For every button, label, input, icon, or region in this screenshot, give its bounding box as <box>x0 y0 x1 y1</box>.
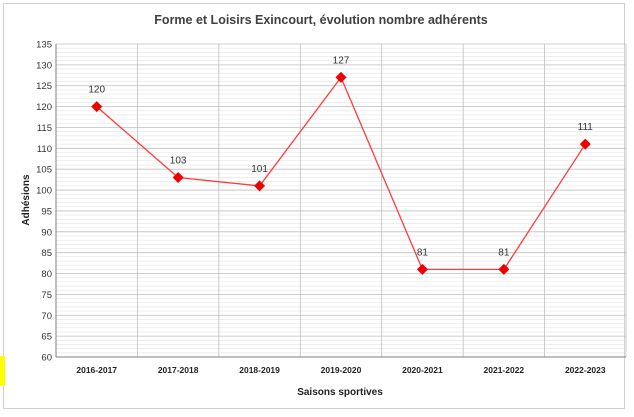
data-point-marker <box>172 172 184 184</box>
y-tick-label: 70 <box>41 311 52 322</box>
y-tick-label: 90 <box>41 227 52 238</box>
x-tick-label: 2022-2023 <box>565 365 606 375</box>
y-tick-label: 130 <box>36 60 52 71</box>
data-labels: 120 103 101 127 81 81 111 <box>88 55 593 258</box>
series-group <box>91 71 591 275</box>
y-tick-label: 105 <box>36 165 52 176</box>
data-label: 81 <box>417 247 429 258</box>
y-tick-label: 115 <box>37 123 52 134</box>
y-axis-title: Adhésions <box>21 174 32 226</box>
y-tick-label: 110 <box>37 144 52 155</box>
data-label: 120 <box>88 85 105 96</box>
x-tick-label: 2020-2021 <box>402 365 443 375</box>
x-tick-label: 2018-2019 <box>239 365 280 375</box>
x-tick-label: 2016-2017 <box>76 365 117 375</box>
data-point-marker <box>416 263 428 275</box>
data-point-marker <box>498 263 510 275</box>
x-tick-label: 2021-2022 <box>484 365 525 375</box>
data-label: 81 <box>498 247 510 258</box>
data-point-marker <box>91 101 103 113</box>
y-tick-label: 60 <box>41 353 52 364</box>
chart-area <box>3 3 625 409</box>
x-tick-label: 2019-2020 <box>321 365 362 375</box>
data-point-marker <box>335 71 347 83</box>
y-tick-label: 95 <box>41 206 52 217</box>
y-tick-label: 120 <box>36 102 52 113</box>
data-point-marker <box>254 180 266 192</box>
data-label: 127 <box>333 55 350 66</box>
plot-area <box>55 44 626 358</box>
data-point-marker <box>579 138 591 150</box>
x-axis: 2016-2017 2017-2018 2018-2019 2019-2020 2020… <box>76 365 605 375</box>
y-tick-label: 100 <box>36 186 52 197</box>
chart-title: Forme et Loisirs Exincourt, évolution no… <box>154 13 487 27</box>
data-label: 111 <box>578 122 594 133</box>
y-axis: 60 65 70 75 80 85 90 95 100 105 110 115 120 125 130 135 <box>36 40 52 364</box>
y-tick-label: 75 <box>41 290 52 301</box>
y-tick-label: 125 <box>36 81 52 92</box>
y-tick-label: 65 <box>41 332 52 343</box>
data-label: 101 <box>251 164 268 175</box>
x-axis-title: Saisons sportives <box>297 387 383 398</box>
x-tick-label: 2017-2018 <box>158 365 199 375</box>
grid <box>55 43 627 358</box>
highlight-marker <box>0 356 5 386</box>
y-tick-label: 85 <box>41 248 52 259</box>
y-tick-label: 80 <box>41 269 52 280</box>
data-label: 103 <box>170 156 187 167</box>
y-tick-label: 135 <box>36 40 52 51</box>
